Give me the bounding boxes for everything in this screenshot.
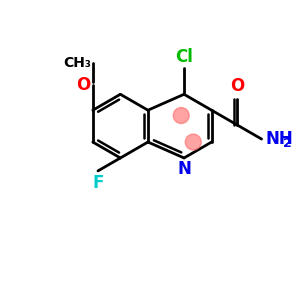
Text: F: F — [92, 174, 104, 192]
Text: CH₃: CH₃ — [63, 56, 91, 70]
Circle shape — [173, 108, 189, 124]
Text: O: O — [76, 76, 91, 94]
Text: O: O — [230, 77, 244, 95]
Circle shape — [185, 134, 201, 150]
Text: N: N — [177, 160, 191, 178]
Text: NH: NH — [266, 130, 293, 148]
Text: Cl: Cl — [175, 48, 193, 66]
Text: 2: 2 — [284, 136, 292, 149]
